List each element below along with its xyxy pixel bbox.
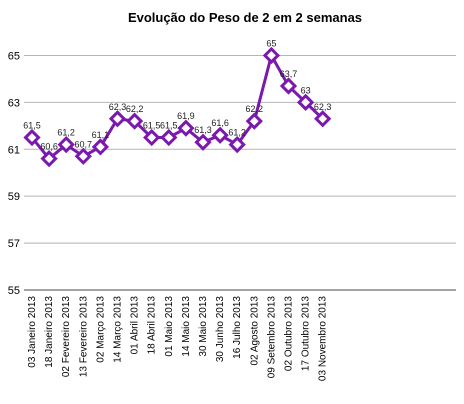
chart-title: Evolução do Peso de 2 em 2 semanas xyxy=(128,10,362,25)
data-label: 61,5 xyxy=(23,121,41,131)
data-label: 63 xyxy=(301,85,311,95)
data-point-marker xyxy=(143,128,161,147)
data-label: 62,3 xyxy=(314,102,332,112)
x-tick-label: 14 Maio 2013 xyxy=(181,296,192,357)
y-tick-label: 61 xyxy=(8,144,20,156)
data-point-marker xyxy=(74,147,92,165)
data-label: 61,3 xyxy=(194,125,212,135)
y-tick-label: 55 xyxy=(8,285,20,297)
data-point-marker xyxy=(262,46,281,65)
data-label: 60,6 xyxy=(40,142,58,152)
x-axis-ticks: 03 Janeiro 2013 18 Janeiro 2013 02 Feverei… xyxy=(27,296,329,382)
x-tick-label: 13 Fevereiro 2013 xyxy=(78,296,89,378)
x-tick-label: 09 Setembro 2013 xyxy=(266,296,277,379)
data-label: 60,7 xyxy=(75,139,93,149)
data-point-marker xyxy=(279,77,298,95)
data-label: 62,3 xyxy=(109,102,127,112)
y-tick-label: 63 xyxy=(8,97,20,109)
data-point-marker xyxy=(177,119,195,137)
x-tick-label: 03 Novembro 2013 xyxy=(318,296,329,381)
data-point-marker xyxy=(245,112,263,130)
x-tick-label: 02 Fevereiro 2013 xyxy=(61,296,72,378)
x-tick-label: 18 Abril 2013 xyxy=(147,296,158,355)
data-label: 61,9 xyxy=(177,111,195,121)
data-label: 62,2 xyxy=(246,104,264,114)
data-label: 61,1 xyxy=(92,130,110,140)
data-label: 62,2 xyxy=(126,104,144,114)
y-tick-label: 57 xyxy=(8,238,20,250)
data-point-marker xyxy=(160,128,178,147)
data-point-marker xyxy=(296,93,315,111)
data-point-marker xyxy=(57,135,75,154)
weight-series xyxy=(23,46,332,168)
x-tick-label: 30 Maio 2013 xyxy=(198,296,209,357)
data-point-marker xyxy=(314,110,332,128)
data-label: 61,2 xyxy=(228,128,246,138)
data-label: 61,2 xyxy=(57,128,75,138)
data-point-marker xyxy=(40,150,58,168)
x-tick-label: 14 Março 2013 xyxy=(113,296,124,363)
data-point-marker xyxy=(211,126,229,144)
data-point-marker xyxy=(228,135,246,154)
y-tick-label: 59 xyxy=(8,191,20,203)
x-tick-label: 30 Junho 2013 xyxy=(215,296,226,363)
data-point-marker xyxy=(125,112,144,130)
x-tick-label: 03 Janeiro 2013 xyxy=(27,296,38,368)
y-axis-ticks: 55 57 59 61 63 65 xyxy=(8,50,20,297)
x-tick-label: 02 Outubro 2013 xyxy=(284,296,295,371)
y-tick-label: 65 xyxy=(8,50,20,62)
data-labels: 61,560,661,260,761,162,3 62,261,5 61,561,9… xyxy=(23,38,331,151)
data-point-marker xyxy=(91,138,110,156)
data-label: 61,5 xyxy=(160,121,178,131)
data-point-marker xyxy=(23,128,41,147)
x-tick-label: 17 Outubro 2013 xyxy=(301,296,312,371)
x-tick-label: 01 Maio 2013 xyxy=(164,296,175,357)
x-tick-label: 02 Março 2013 xyxy=(95,296,106,363)
data-point-marker xyxy=(108,110,127,128)
x-tick-label: 01 Abril 2013 xyxy=(130,296,141,355)
data-point-marker xyxy=(194,133,212,151)
x-tick-label: 18 Janeiro 2013 xyxy=(44,296,55,368)
x-tick-label: 02 Agosto 2013 xyxy=(249,296,260,366)
data-label: 63,7 xyxy=(280,69,298,79)
data-label: 65 xyxy=(266,38,276,48)
x-tick-label: 16 Julho 2013 xyxy=(232,296,243,359)
data-label: 61,6 xyxy=(211,118,229,128)
data-label: 61,5 xyxy=(143,121,161,131)
